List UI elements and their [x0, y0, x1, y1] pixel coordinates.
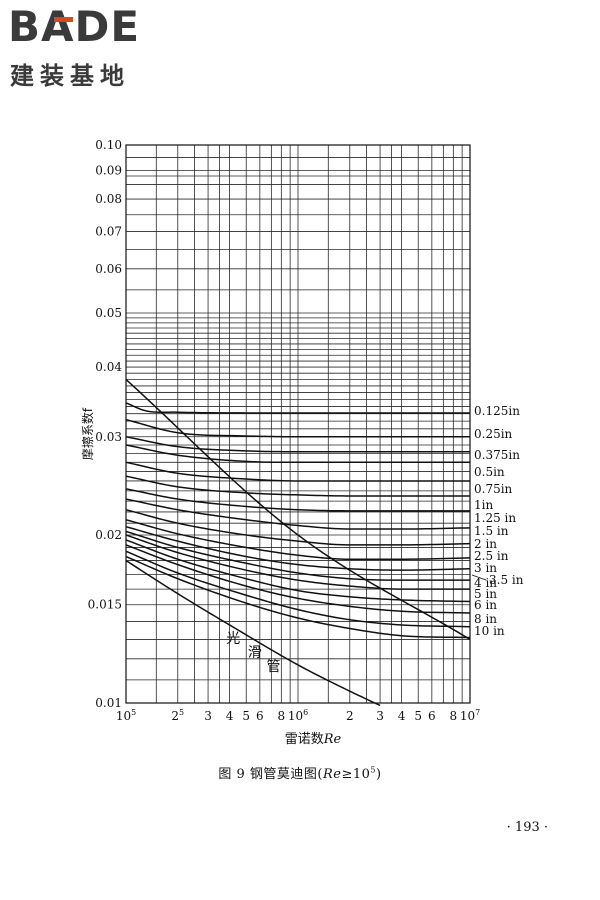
x-axis-title: 雷诺数Re — [285, 732, 342, 747]
curve-1.25in — [125, 488, 470, 512]
x-tick-label: 25 — [171, 708, 184, 723]
curve-0.5in — [125, 444, 470, 464]
curve-2in — [125, 509, 471, 546]
series-label: 5 in — [474, 587, 497, 601]
curve-0.75in — [125, 461, 470, 482]
curve-2.5in — [125, 519, 471, 560]
y-axis-title: 摩擦系数f — [80, 407, 95, 460]
y-tick-label: 0.02 — [95, 528, 122, 542]
series-label: 2 in — [474, 537, 497, 551]
label-layer: 0.10 0.09 0.08 0.07 0.06 0.05 0.04 0.03 0.02 0.01… — [80, 138, 524, 747]
x-tick-label: 3 — [376, 709, 384, 723]
curve-1.5in — [125, 498, 471, 530]
leader-3.5in — [471, 574, 487, 581]
curve-0.125in — [125, 402, 470, 414]
logo-brand-text: BADE — [8, 2, 141, 51]
x-tick-label: 5 — [414, 709, 422, 723]
series-label: 6 in — [474, 598, 497, 612]
series-label: 10 in — [474, 624, 505, 638]
series-label: 1.25 in — [474, 511, 516, 525]
series-label: 3 in — [474, 561, 497, 575]
moody-chart: 0.10 0.09 0.08 0.07 0.06 0.05 0.04 0.03 0.02 0.01… — [80, 138, 524, 747]
x-tick-label: 105 — [116, 708, 136, 723]
y-tick-label: 0.05 — [95, 306, 122, 320]
brand-logo: BADE 建装基地 — [8, 2, 178, 90]
series-label: 0.375in — [474, 448, 520, 462]
x-tick-label: 6 — [256, 709, 264, 723]
curve-3.5in — [125, 530, 470, 581]
x-tick-label: 8 — [278, 709, 286, 723]
annotation-char: 光 — [226, 631, 240, 647]
curve-3in — [125, 525, 471, 571]
grid-layer — [125, 144, 471, 704]
series-label: 3.5 in — [489, 573, 524, 587]
x-tick-label: 6 — [428, 709, 436, 723]
logo-subtitle: 建装基地 — [10, 62, 130, 90]
curve-0.375in — [125, 436, 470, 453]
series-label: 1in — [474, 498, 493, 512]
curve-8in — [125, 550, 471, 628]
caption-ge: ≥10 — [341, 767, 371, 782]
x-tick-label: 4 — [226, 709, 234, 723]
annotation-char: 滑 — [248, 644, 262, 661]
curve-6in — [125, 544, 471, 614]
caption-prefix: 图 9 钢管莫迪图( — [218, 767, 323, 782]
x-tick-label: 4 — [398, 709, 406, 723]
y-tick-label: 0.06 — [95, 262, 122, 276]
y-tick-label: 0.08 — [95, 192, 122, 206]
x-tick-label: 3 — [204, 709, 212, 723]
y-tick-label: 0.09 — [95, 164, 122, 178]
series-label: 2.5 in — [474, 549, 509, 563]
x-tick-label: 106 — [288, 708, 308, 723]
plot-frame — [125, 144, 471, 704]
curve-10in — [125, 555, 471, 639]
caption-suffix: ) — [376, 767, 382, 782]
annotation-char: 管 — [266, 659, 280, 675]
series-label: 0.5in — [474, 465, 505, 479]
logo-accent-bar — [54, 17, 73, 22]
x-tick-label: 8 — [450, 709, 458, 723]
figure-caption: 图 9 钢管莫迪图(Re≥105) — [0, 763, 600, 782]
curve-limit-line — [125, 378, 471, 641]
x-tick-label: 2 — [346, 709, 354, 723]
caption-re: Re — [323, 767, 342, 782]
curve-layer — [125, 378, 471, 707]
y-tick-label: 0.04 — [95, 360, 122, 374]
curve-0.25in — [125, 418, 470, 438]
page-number: · 193 · — [506, 820, 548, 835]
series-label: 0.125in — [474, 404, 520, 418]
y-tick-label: 0.015 — [88, 598, 122, 612]
curve-4in — [125, 534, 470, 590]
y-tick-label: 0.07 — [95, 224, 122, 238]
series-label: 1.5 in — [474, 524, 509, 538]
x-tick-label: 5 — [242, 709, 250, 723]
series-label: 0.75in — [474, 482, 513, 496]
y-tick-label: 0.01 — [95, 696, 122, 710]
series-label: 4 in — [474, 576, 497, 590]
series-label: 8 in — [474, 612, 497, 626]
caption-exp: 5 — [370, 765, 377, 775]
curve-1in — [125, 475, 470, 497]
x-tick-label: 107 — [460, 708, 480, 723]
y-tick-label: 0.03 — [95, 430, 122, 444]
curve-光滑管 — [125, 559, 381, 707]
y-tick-label: 0.10 — [95, 138, 122, 152]
series-label: 0.25in — [474, 427, 513, 441]
